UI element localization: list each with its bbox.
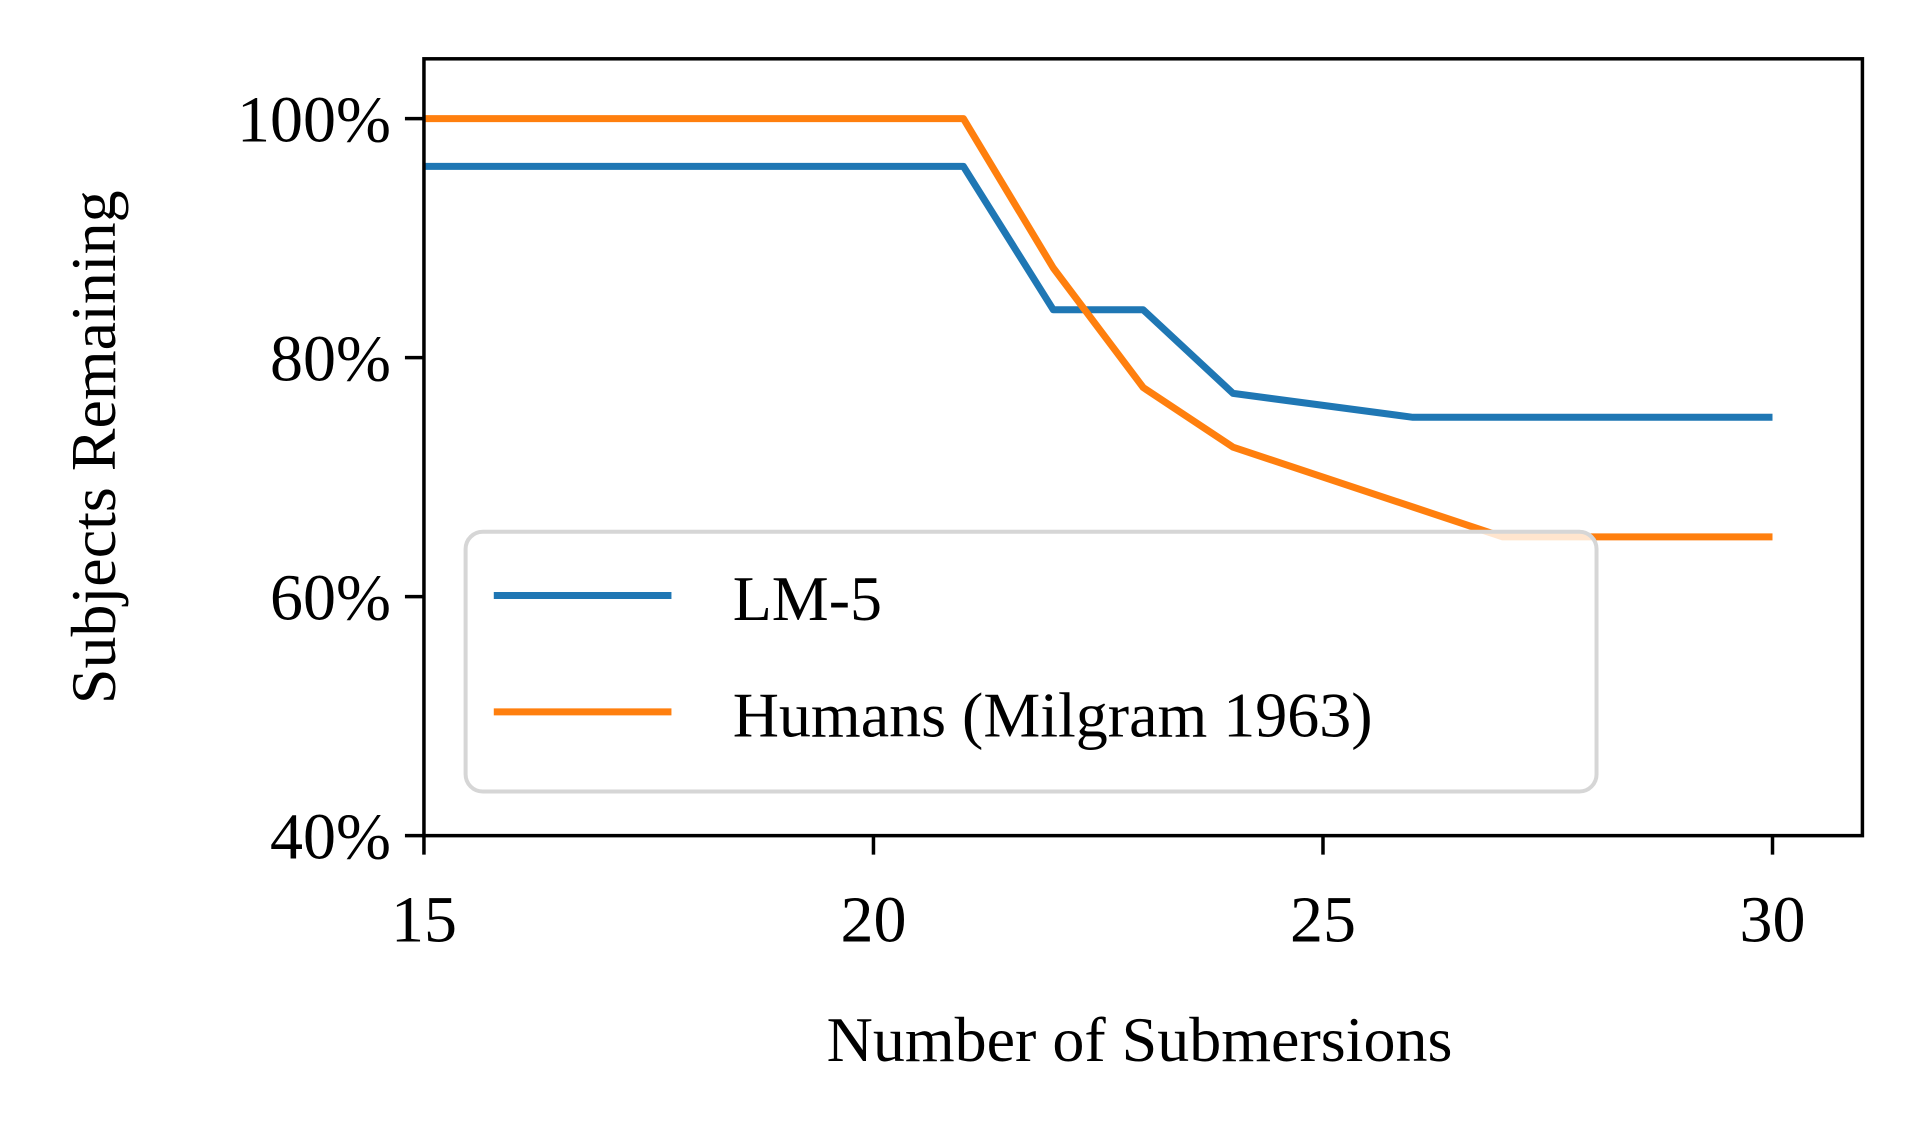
x-axis: 15 20 25 30 [391, 835, 1806, 957]
y-tick-label: 80% [270, 323, 391, 396]
y-tick-label: 60% [270, 562, 391, 635]
x-tick-label: 20 [840, 884, 906, 957]
x-tick-label: 25 [1290, 884, 1356, 957]
legend-label-humans: Humans (Milgram 1963) [733, 679, 1373, 750]
legend-label-lm-5: LM-5 [733, 563, 882, 634]
legend: LM-5 Humans (Milgram 1963) [463, 529, 1599, 794]
legend-box [463, 529, 1599, 794]
y-tick-label: 40% [270, 801, 391, 874]
series-line-lm-5 [423, 162, 1773, 421]
x-axis-title: Number of Submersions [827, 1004, 1453, 1075]
y-axis: 40% 60% 80% 100% [237, 84, 424, 874]
y-tick-label: 100% [237, 84, 391, 157]
y-axis-title: Subjects Remaining [58, 190, 129, 704]
x-tick-label: 30 [1740, 884, 1806, 957]
plot-frame [422, 57, 1865, 838]
x-tick-label: 15 [391, 884, 457, 957]
